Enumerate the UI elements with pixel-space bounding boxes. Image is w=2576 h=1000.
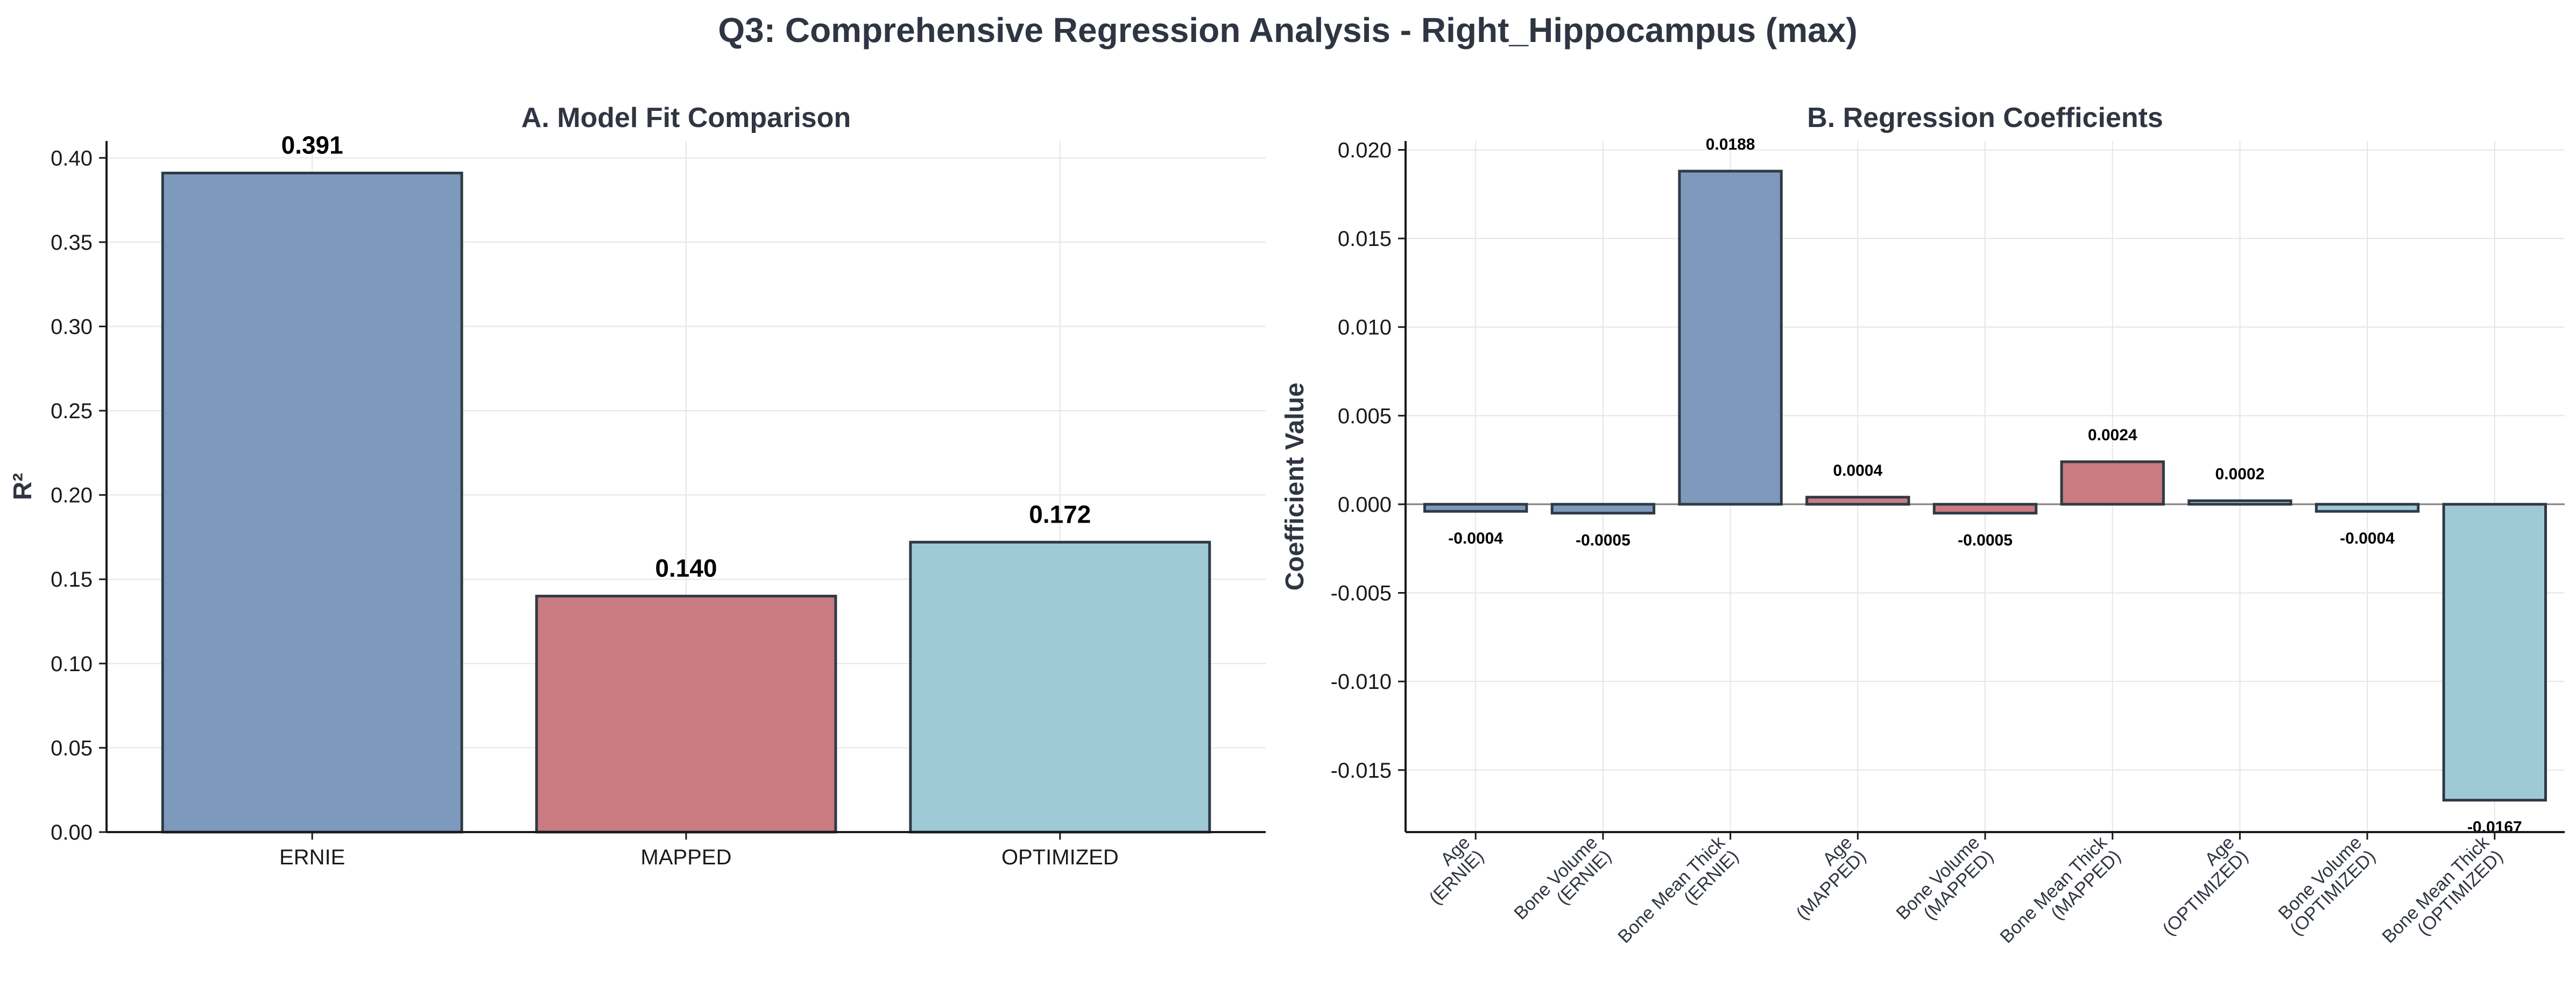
y-tick-label: 0.020	[1338, 138, 1392, 162]
x-tick-label: Bone Volume(OPTIMIZED)	[2272, 832, 2380, 939]
y-axis-label: Coefficient Value	[1281, 383, 1309, 591]
figure-title: Q3: Comprehensive Regression Analysis - …	[718, 11, 1857, 50]
y-tick-label: 0.010	[1338, 316, 1392, 340]
value-label: 0.391	[281, 131, 343, 159]
x-tick-label: Bone Volume(ERNIE)	[1510, 832, 1615, 937]
y-axis-label: R²	[9, 473, 37, 501]
bar-3	[909, 540, 1211, 834]
value-label: -0.0004	[2340, 530, 2395, 547]
y-tick-label: 0.20	[51, 484, 93, 508]
y-tick-label: 0.35	[51, 231, 93, 255]
bar-2	[1550, 503, 1656, 515]
y-tick-label: 0.005	[1338, 404, 1392, 428]
bar-1	[161, 172, 463, 834]
value-label: 0.0004	[1833, 462, 1882, 480]
x-tick-label: Bone Mean Thick(MAPPED)	[1996, 832, 2125, 961]
y-tick-label: 0.25	[51, 399, 93, 423]
x-tick-label: ERNIE	[279, 846, 345, 869]
panel-title: B. Regression Coefficients	[1807, 102, 2163, 133]
bar-3	[1678, 170, 1783, 506]
y-tick-label: 0.30	[51, 315, 93, 339]
x-tick-label: Age(ERNIE)	[1411, 832, 1488, 909]
y-tick-label: 0.000	[1338, 493, 1392, 517]
bar-9	[2442, 503, 2547, 802]
y-tick-label: -0.010	[1331, 670, 1392, 694]
x-tick-label: Bone Mean Thick(OPTIMIZED)	[2379, 832, 2508, 961]
bar-4	[1805, 496, 1910, 506]
y-tick-label: 0.05	[51, 736, 93, 760]
x-tick-label: MAPPED	[641, 846, 732, 869]
y-tick-label: 0.40	[51, 146, 93, 170]
value-label: -0.0004	[1448, 530, 1503, 547]
y-tick-label: -0.015	[1331, 759, 1392, 783]
y-tick-label: 0.00	[51, 821, 93, 844]
x-tick-label: OPTIMIZED	[1001, 846, 1119, 869]
value-label: 0.140	[655, 554, 717, 582]
x-tick-label: Age(MAPPED)	[1779, 832, 1870, 924]
x-tick-label: Bone Volume(MAPPED)	[1892, 832, 1997, 937]
value-label: 0.172	[1029, 500, 1091, 528]
y-tick-label: 0.015	[1338, 227, 1392, 251]
y-tick-label: 0.10	[51, 652, 93, 676]
x-tick-label: Age(OPTIMIZED)	[2145, 832, 2252, 939]
x-tick-label: Bone Mean Thick(ERNIE)	[1614, 832, 1743, 961]
bar-6	[2060, 460, 2165, 506]
bar-8	[2314, 503, 2420, 513]
y-tick-label: -0.005	[1331, 582, 1392, 605]
bar-5	[1932, 503, 2038, 515]
panel-a-model-fit: 0.391 0.140 0.172 0.00 0.05 0.10 0.15 0.20 0.25 0…	[9, 102, 1266, 869]
value-label: 0.0002	[2215, 465, 2265, 483]
bar-2	[535, 595, 837, 834]
value-label: 0.0024	[2088, 426, 2137, 444]
bar-7	[2187, 499, 2292, 506]
value-label: -0.0005	[1576, 531, 1631, 549]
panel-title: A. Model Fit Comparison	[521, 102, 851, 133]
panel-b-regression-coefficients: -0.0004 -0.0005 0.0188 0.0004 -0.0005 0.0024 0…	[1281, 102, 2565, 961]
bar-1	[1423, 503, 1528, 513]
y-tick-label: 0.15	[51, 568, 93, 591]
value-label: -0.0005	[1958, 531, 2013, 549]
value-label: 0.0188	[1706, 136, 1755, 153]
